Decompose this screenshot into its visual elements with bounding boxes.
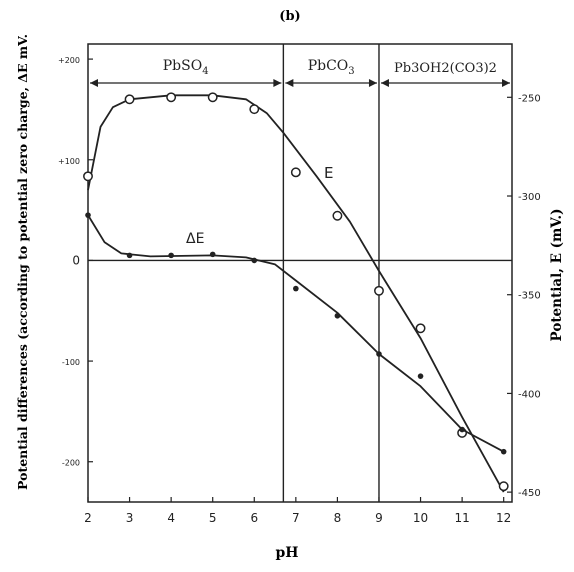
x-tick-label: 11 [454, 511, 469, 525]
right-tick-label: -300 [518, 192, 541, 203]
series-line-e [87, 94, 505, 493]
region-arrow-left [285, 79, 294, 87]
region-arrow-right [273, 79, 282, 87]
plot-frame [87, 43, 513, 503]
region-arrow-left [380, 79, 389, 87]
data-point-e [83, 171, 93, 182]
data-point-e [166, 92, 177, 103]
series-label-e: E [324, 164, 333, 182]
data-point-delta-e [500, 448, 507, 455]
data-point-delta-e [417, 373, 424, 379]
data-point-delta-e [126, 252, 133, 259]
region-label-pbco3: PbCO3 [308, 58, 355, 77]
data-point-e [332, 210, 343, 221]
right-y-axis-label: Potential, E (mV.) [549, 209, 565, 342]
left-tick-label: -100 [62, 358, 80, 367]
data-point-delta-e [376, 351, 382, 357]
data-point-e [415, 323, 426, 334]
data-point-e [374, 285, 384, 296]
data-point-e [249, 104, 260, 115]
data-point-e [124, 94, 135, 105]
data-point-delta-e [85, 212, 91, 218]
region-label-pb3oh2co3: Pb3OH2(CO3)2 [394, 61, 497, 76]
left-tick-label: +200 [58, 56, 80, 65]
region-arrow-right [502, 79, 510, 87]
right-tick-label: -400 [518, 389, 541, 400]
data-point-delta-e [251, 257, 258, 264]
x-tick-label: 10 [413, 511, 428, 525]
data-point-delta-e [334, 312, 341, 319]
series-line-delta-e [87, 214, 505, 453]
left-tick-label: 0 [72, 253, 80, 267]
data-point-delta-e [293, 285, 299, 292]
plot-layer: 2 3 4 5 6 7 8 9 10 11 12 +200 +100 0 -100 -200 -250 -300 -… [58, 44, 541, 525]
data-point-delta-e [168, 252, 174, 259]
x-tick-label: 12 [496, 511, 511, 525]
region-arrow-left [90, 79, 98, 87]
left-tick-label: +100 [58, 157, 80, 166]
x-tick-label: 6 [250, 511, 258, 525]
data-point-delta-e [209, 251, 216, 258]
panel-label: (b) [279, 9, 300, 24]
right-tick-label: -250 [518, 93, 541, 104]
x-tick-label: 2 [84, 511, 92, 525]
data-point-delta-e [459, 426, 465, 433]
data-point-e [207, 92, 218, 103]
left-y-axis-label: Potential differences (according to pote… [15, 34, 30, 490]
x-tick-label: 4 [167, 511, 175, 525]
data-point-e [498, 481, 509, 492]
region-arrow-right [368, 79, 377, 87]
series-label-delta-e: ΔE [186, 231, 204, 247]
x-tick-label: 8 [334, 511, 342, 525]
x-tick-label: 9 [375, 511, 383, 525]
right-tick-label: -450 [518, 488, 541, 499]
right-tick-label: -350 [518, 291, 541, 302]
region-label-pbso4: PbSO4 [163, 58, 209, 77]
x-axis-label: pH [275, 545, 298, 561]
data-point-e [290, 167, 301, 178]
left-tick-label: -200 [62, 459, 80, 468]
x-tick-label: 5 [209, 511, 217, 525]
x-tick-label: 7 [292, 511, 300, 525]
x-tick-label: 3 [126, 511, 134, 525]
